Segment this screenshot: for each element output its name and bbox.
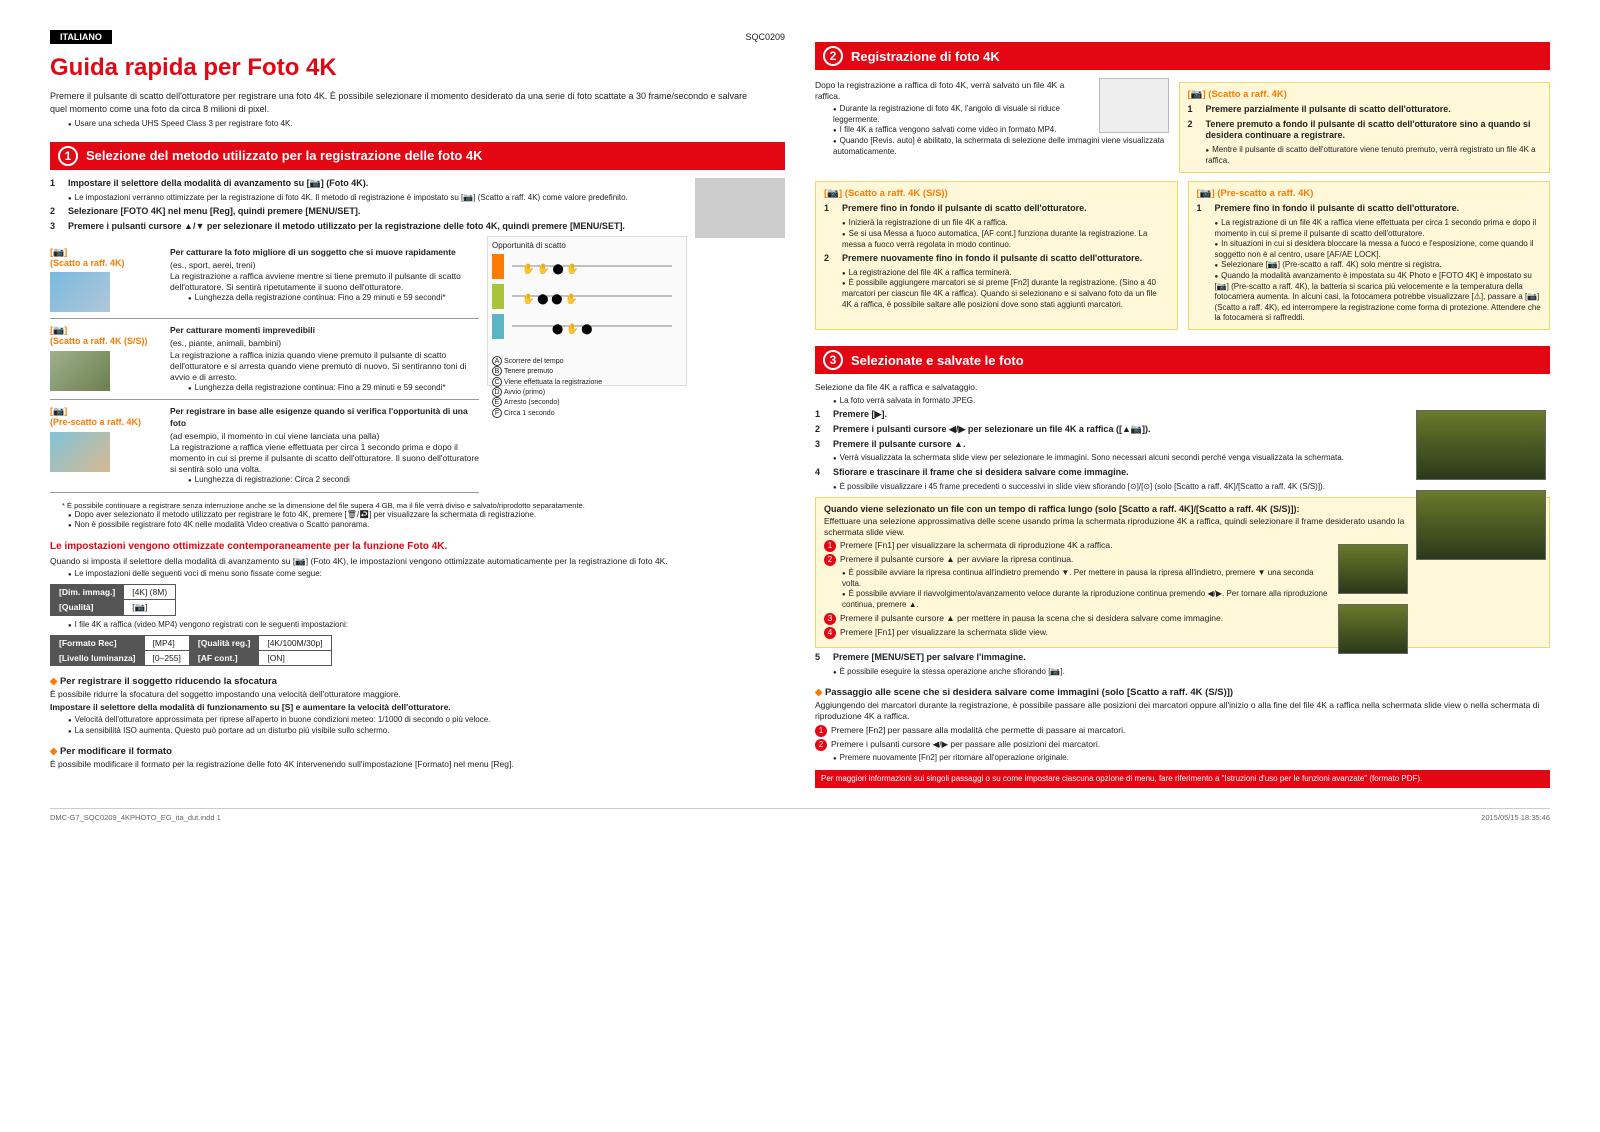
intro-bullet: Usare una scheda UHS Speed Class 3 per r… [68, 119, 785, 130]
settings-table-1: [Dim. immag.][4K] (8M) [Qualità][📷] [50, 584, 176, 616]
box-4k-burst: [📷] (Scatto a raff. 4K) 1Premere parzial… [1179, 82, 1551, 173]
screen-thumb-1 [1416, 410, 1546, 480]
main-title: Guida rapida per Foto 4K [50, 54, 785, 82]
section-3-num: 3 [823, 350, 843, 370]
mode-row-0: [📷](Scatto a raff. 4K) Per catturare la … [50, 241, 479, 320]
s1-step1: Impostare il selettore della modalità di… [68, 178, 368, 188]
section-2-num: 2 [823, 46, 843, 66]
timing-diagram: Opportunità di scatto ✋ ✋ ⬤ ✋ ✋ ⬤ ⬤ ✋ ⬤ … [487, 236, 687, 386]
s1-step2: Selezionare [FOTO 4K] nel menu [Reg], qu… [68, 206, 360, 216]
opt-text: Quando si imposta il selettore della mod… [50, 556, 785, 567]
screen-thumb-4 [1338, 604, 1408, 654]
markers-heading: Passaggio alle scene che si desidera sal… [815, 687, 1550, 698]
svg-text:⬤ ✋ ⬤: ⬤ ✋ ⬤ [552, 322, 592, 335]
footer-right: 2015/05/15 18:35:46 [1481, 813, 1550, 822]
mode-thumb-0 [50, 272, 110, 312]
camera-illust [1099, 78, 1169, 133]
doc-code: SQC0209 [745, 32, 785, 42]
screen-thumb-2 [1416, 490, 1546, 560]
s1-step3: Premere i pulsanti cursore ▲/▼ per selez… [68, 221, 625, 231]
intro-text: Premere il pulsante di scatto dell'ottur… [50, 90, 748, 115]
lang-tag: ITALIANO [50, 30, 112, 44]
s1-step1-sub: Le impostazioni verranno ottimizzate per… [68, 193, 785, 204]
note-3: Non è possibile registrare foto 4K nelle… [68, 520, 785, 531]
diagram-title: Opportunità di scatto [492, 241, 682, 250]
box-4k-ss: [📷] (Scatto a raff. 4K (S/S)) 1Premere f… [815, 181, 1178, 330]
mode-thumb-2 [50, 432, 110, 472]
mode-table: [📷](Scatto a raff. 4K) Per catturare la … [50, 241, 479, 493]
opt-sub: Le impostazioni delle seguenti voci di m… [68, 569, 785, 580]
mode-row-1: [📷](Scatto a raff. 4K (S/S)) Per cattura… [50, 319, 479, 400]
screen-thumb-3 [1338, 544, 1408, 594]
svg-text:✋ ⬤ ⬤ ✋: ✋ ⬤ ⬤ ✋ [522, 292, 578, 305]
mode-row-2: [📷](Pre-scatto a raff. 4K) Per registrar… [50, 400, 479, 492]
table2-caption: I file 4K a raffica (video MP4) vengono … [68, 620, 785, 631]
settings-table-2: [Formato Rec][MP4][Qualità reg.][4K/100M… [50, 635, 332, 666]
note-2: Dopo aver selezionato il metodo utilizza… [68, 510, 785, 521]
section-1-title: Selezione del metodo utilizzato per la r… [86, 148, 483, 163]
header: ITALIANO SQC0209 [50, 30, 785, 44]
section-1-header: 1 Selezione del metodo utilizzato per la… [50, 142, 785, 170]
tip1-heading: Per registrare il soggetto riducendo la … [50, 676, 785, 687]
tip2-heading: Per modificare il formato [50, 746, 785, 757]
page-footer: DMC-G7_SQC0209_4KPHOTO_EG_ita_dut.indd 1… [50, 808, 1550, 822]
section-2-title: Registrazione di foto 4K [851, 49, 1000, 64]
section-2-header: 2 Registrazione di foto 4K [815, 42, 1550, 70]
red-footer-banner: Per maggiori informazioni sui singoli pa… [815, 770, 1550, 788]
section-3-header: 3 Selezionate e salvate le foto [815, 346, 1550, 374]
mode-thumb-1 [50, 351, 110, 391]
opt-heading: Le impostazioni vengono ottimizzate cont… [50, 541, 785, 552]
section-1-num: 1 [58, 146, 78, 166]
note-1: È possibile continuare a registrare senz… [62, 501, 785, 510]
footer-left: DMC-G7_SQC0209_4KPHOTO_EG_ita_dut.indd 1 [50, 813, 221, 822]
svg-text:✋ ✋ ⬤ ✋: ✋ ✋ ⬤ ✋ [522, 262, 579, 275]
section-3-title: Selezionate e salvate le foto [851, 353, 1024, 368]
camera-image [695, 178, 785, 238]
box-4k-pre: [📷] (Pre-scatto a raff. 4K) 1Premere fin… [1188, 181, 1551, 330]
